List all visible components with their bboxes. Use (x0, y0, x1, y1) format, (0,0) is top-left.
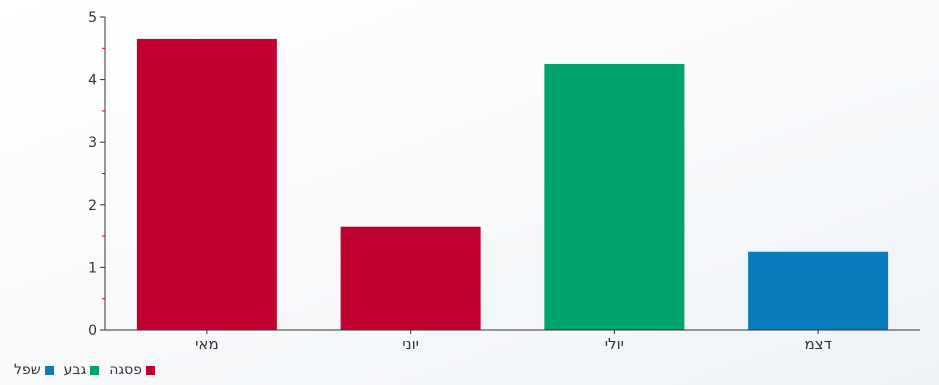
legend-label-low: שפל (14, 362, 41, 378)
bar-2[interactable] (544, 63, 685, 330)
bar-1[interactable] (340, 226, 481, 330)
y-tick-label: 1 (88, 260, 97, 276)
legend-swatch-level (90, 365, 100, 375)
y-tick-label: 0 (88, 323, 97, 339)
legend-item-level[interactable]: גבע (64, 362, 100, 378)
y-tick-label: 4 (88, 73, 97, 89)
legend-label-level: גבע (63, 362, 87, 378)
x-tick-label: יוני (402, 335, 419, 353)
legend-swatch-peak (146, 365, 156, 375)
y-axis: 0 1 2 3 4 5 (88, 10, 106, 339)
bar-3[interactable] (748, 251, 889, 330)
bar-0[interactable] (136, 38, 277, 330)
y-tick-label: 2 (88, 198, 97, 214)
legend-item-low[interactable]: שפל (14, 362, 54, 378)
bars (136, 38, 889, 330)
x-axis: מאי יוני יולי דצמ (105, 329, 920, 353)
x-tick-label: דצמ (804, 335, 831, 353)
legend-item-peak[interactable]: פסגה (109, 362, 156, 378)
y-tick-label: 3 (88, 135, 97, 151)
x-tick-label: יולי (605, 335, 624, 353)
x-tick-label: מאי (195, 335, 219, 353)
legend-label-peak: פסגה (109, 362, 143, 378)
legend-swatch-low (44, 365, 54, 375)
legend: פסגה גבע שפל (14, 360, 156, 380)
y-tick-label: 5 (88, 10, 97, 26)
